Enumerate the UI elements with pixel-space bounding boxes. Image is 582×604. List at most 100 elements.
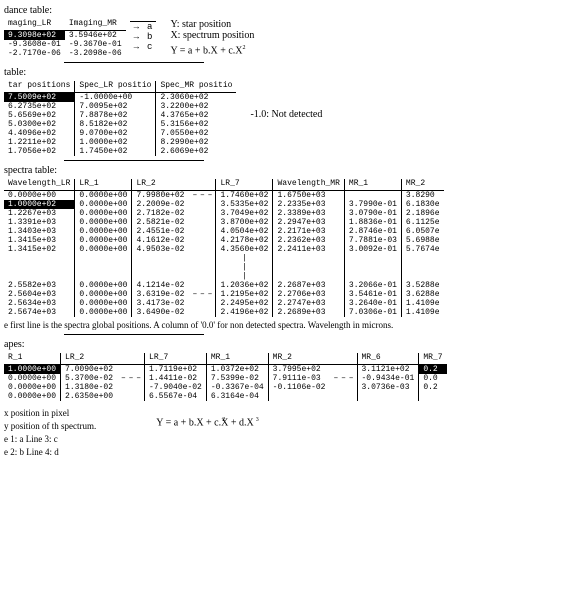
cell: 3.2200e+02 xyxy=(156,102,237,111)
footer-line: x position in pixel xyxy=(4,408,96,418)
cell: 1.0000e+02 xyxy=(4,200,75,209)
col-hdr: Spec_MR positio xyxy=(156,81,237,93)
cell: 5.3156e+02 xyxy=(156,120,237,129)
cell: 1.7119e+02 xyxy=(145,365,207,375)
arrow-label: c xyxy=(143,42,156,52)
cell: 0.0000e+00 xyxy=(75,191,132,201)
cell: 0.2 xyxy=(419,365,447,375)
cell: 1.3391e+03 xyxy=(4,218,75,227)
cell: 5.0300e+02 xyxy=(4,120,75,129)
cell: 0.0000e+00 xyxy=(4,392,61,401)
col-hdr: Wavelength_LR xyxy=(4,179,75,191)
spectra-caption: e first line is the spectra global posit… xyxy=(4,320,578,330)
dashes: – – – xyxy=(188,191,216,201)
col-hdr: MR_1 xyxy=(206,353,268,365)
cell: 1.7450e+02 xyxy=(75,147,156,156)
col-hdr: LR_1 xyxy=(75,179,132,191)
cell: 0.0000e+00 xyxy=(4,374,61,383)
col-hdr: Wavelength_MR xyxy=(273,179,344,191)
cell: 1.0000e+02 xyxy=(75,138,156,147)
footer-line: y position of th spectrum. xyxy=(4,421,96,431)
cell: 0.0000e+00 xyxy=(4,191,75,201)
cell: 8.2990e+02 xyxy=(156,138,237,147)
cell: 2.2335e+03 xyxy=(273,200,344,209)
cell: 3.1121e+02 xyxy=(357,365,419,375)
formula: Y = a + b.X + c.X2 xyxy=(170,45,254,56)
shapes-table: R_1 LR_2 LR_7 MR_1 MR_2 MR_6 MR_7 1.0000… xyxy=(4,353,447,401)
cell: 1.6750e+03 xyxy=(273,191,344,201)
side-note-positions: -1.0: Not detected xyxy=(236,81,322,120)
cell: 4.3765e+02 xyxy=(156,111,237,120)
cell: 2.5582e+03 xyxy=(4,281,75,290)
shapes-formula: Y = a + b.X + c.X + d.X 2 3 xyxy=(96,405,264,428)
cell: 1.2267e+03 xyxy=(4,209,75,218)
cell: 1.3415e+03 xyxy=(4,236,75,245)
cell: 2.6069e+02 xyxy=(156,147,237,156)
col-hdr: Imaging_MR xyxy=(65,19,126,31)
cell: 7.0090e+02 xyxy=(61,365,118,375)
cell: 7.8878e+02 xyxy=(75,111,156,120)
cell: 9.0700e+02 xyxy=(75,129,156,138)
side-line: Y: star position xyxy=(170,19,254,30)
cell: 6.1830e xyxy=(401,200,443,209)
col-hdr: LR_7 xyxy=(216,179,273,191)
cell: 0.0000e+00 xyxy=(4,383,61,392)
positions-table: tar positions Spec_LR positio Spec_MR po… xyxy=(4,81,236,156)
section-title-concordance: dance table: xyxy=(4,5,578,16)
cell: 5.6569e+02 xyxy=(4,111,75,120)
col-hdr: MR_2 xyxy=(401,179,443,191)
spectra-table: Wavelength_LR LR_1 LR_2 LR_7 Wavelength_… xyxy=(4,179,444,317)
cell: 7.9980e+02 xyxy=(132,191,189,201)
col-hdr: R_1 xyxy=(4,353,61,365)
cell: 1.0000e+00 xyxy=(4,365,61,375)
section-title-shapes: apes: xyxy=(4,339,578,350)
cell: 1.3415e+02 xyxy=(4,245,75,254)
cell: 3.7995e+02 xyxy=(268,365,329,375)
col-hdr: LR_7 xyxy=(145,353,207,365)
cell: 2.5634e+03 xyxy=(4,299,75,308)
cell: 7.0095e+02 xyxy=(75,102,156,111)
cell: 9.3098e+02 xyxy=(4,31,65,41)
cell: 7.5009e+02 xyxy=(4,93,75,103)
section-title-spectra: spectra table: xyxy=(4,165,578,176)
cell: 1.2211e+02 xyxy=(4,138,75,147)
col-hdr: MR_1 xyxy=(344,179,401,191)
cell: 3.5946e+02 xyxy=(65,31,126,41)
cell: 8.5182e+02 xyxy=(75,120,156,129)
cell: 3.5335e+02 xyxy=(216,200,273,209)
cell: -9.3608e-01 xyxy=(4,40,65,49)
arrow-label: a xyxy=(143,22,156,33)
divider xyxy=(64,62,204,63)
cell: 1.7056e+02 xyxy=(4,147,75,156)
divider xyxy=(64,160,204,161)
cell: 2.5604e+03 xyxy=(4,290,75,299)
col-hdr: MR_2 xyxy=(268,353,329,365)
arrow-icon: → xyxy=(130,22,143,33)
col-hdr: LR_2 xyxy=(132,179,189,191)
arrow-icon: → xyxy=(130,32,143,42)
col-hdr: maging_LR xyxy=(4,19,65,31)
col-hdr: Spec_LR positio xyxy=(75,81,156,93)
cell: 2.3060e+02 xyxy=(156,93,237,103)
cell: 2.5674e+03 xyxy=(4,308,75,317)
cell: -9.3670e-01 xyxy=(65,40,126,49)
cell: 0.0000e+00 xyxy=(75,200,132,209)
cell: 3.7990e-01 xyxy=(344,200,401,209)
side-line: X: spectrum position xyxy=(170,30,254,41)
cell: -1.0000e+00 xyxy=(75,93,156,103)
cell: 1.0372e+02 xyxy=(206,365,268,375)
cell: 3.8290 xyxy=(401,191,443,201)
col-hdr: tar positions xyxy=(4,81,75,93)
cell: 7.0550e+02 xyxy=(156,129,237,138)
cell: -2.7170e-06 xyxy=(4,49,65,58)
cell: 6.2735e+02 xyxy=(4,102,75,111)
col-hdr: MR_7 xyxy=(419,353,447,365)
divider xyxy=(64,334,204,335)
concordance-table: maging_LR Imaging_MR 9.3098e+02 3.5946e+… xyxy=(4,19,126,58)
arrow-label: b xyxy=(143,32,156,42)
cell: -3.2098e-06 xyxy=(65,49,126,58)
footer-line: e 2: b Line 4: d xyxy=(4,447,96,457)
section-title-positions: table: xyxy=(4,67,578,78)
col-hdr: LR_2 xyxy=(61,353,118,365)
arrow-icon: → xyxy=(130,42,143,52)
